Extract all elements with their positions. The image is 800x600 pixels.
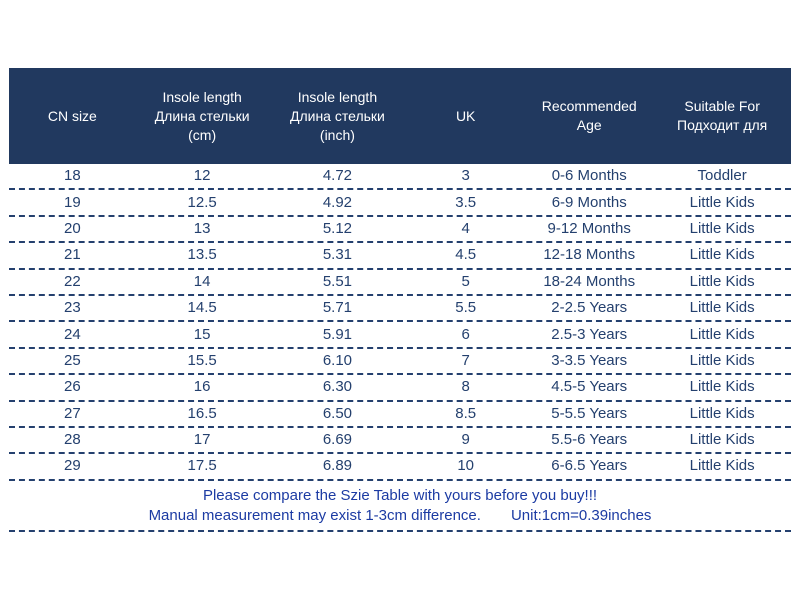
table-cell-suitable-for: Toddler bbox=[697, 167, 747, 185]
table-cell-suitable-for: Little Kids bbox=[689, 404, 755, 422]
table-cell-insole-length-cm: 14 bbox=[193, 272, 211, 290]
table-cell-recommended-age: 18-24 Months bbox=[543, 272, 636, 290]
table-body: 18 12 4.72 3 0-6 Months Toddler 19 12.5 4.92 3.5 6… bbox=[9, 164, 791, 481]
column-header-insole-length-cm: Insole length Длина стельки (cm) bbox=[154, 88, 250, 143]
table-cell-insole-length-cm: 16 bbox=[193, 378, 211, 396]
table-cell-insole-length-cm: 13 bbox=[193, 219, 211, 237]
table-cell-recommended-age: 6-6.5 Years bbox=[551, 457, 628, 475]
table-cell-suitable-for: Little Kids bbox=[689, 351, 755, 369]
table-cell-insole-length-inch: 4.92 bbox=[322, 193, 353, 211]
table-cell-cn-size: 22 bbox=[63, 272, 81, 290]
table-cell-cn-size: 25 bbox=[63, 351, 81, 369]
table-row: 22 14 5.51 5 18-24 Months Little Kids bbox=[9, 270, 791, 296]
table-cell-cn-size: 24 bbox=[63, 325, 81, 343]
table-cell-recommended-age: 2-2.5 Years bbox=[551, 299, 628, 317]
table-cell-cn-size: 27 bbox=[63, 404, 81, 422]
table-cell-uk-size: 6 bbox=[461, 325, 470, 343]
table-cell-insole-length-cm: 17 bbox=[193, 431, 211, 449]
column-header-cn-size: CN size bbox=[47, 107, 97, 124]
table-cell-uk-size: 3 bbox=[461, 167, 470, 185]
table-cell-insole-length-inch: 5.12 bbox=[322, 219, 353, 237]
table-cell-cn-size: 26 bbox=[63, 378, 81, 396]
column-header-recommended-age: Recommended Age bbox=[541, 98, 637, 133]
table-cell-suitable-for: Little Kids bbox=[689, 272, 755, 290]
table-cell-suitable-for: Little Kids bbox=[689, 457, 755, 475]
table-cell-uk-size: 8.5 bbox=[455, 404, 477, 422]
table-cell-insole-length-inch: 4.72 bbox=[322, 167, 353, 185]
size-chart-table: CN size Insole length Длина стельки (cm) Ins… bbox=[9, 68, 791, 532]
table-cell-insole-length-inch: 6.69 bbox=[322, 431, 353, 449]
table-cell-suitable-for: Little Kids bbox=[689, 325, 755, 343]
table-cell-cn-size: 23 bbox=[63, 299, 81, 317]
table-cell-recommended-age: 0-6 Months bbox=[551, 167, 627, 185]
table-cell-insole-length-cm: 15.5 bbox=[187, 351, 217, 369]
table-cell-uk-size: 4.5 bbox=[455, 246, 477, 264]
table-cell-recommended-age: 12-18 Months bbox=[543, 246, 636, 264]
table-cell-recommended-age: 5-5.5 Years bbox=[551, 404, 628, 422]
footnote-measurement-note: Manual measurement may exist 1-3cm diffe… bbox=[148, 506, 481, 524]
table-row: 25 15.5 6.10 7 3-3.5 Years Little Kids bbox=[9, 349, 791, 376]
footnote-unit-note: Unit:1cm=0.39inches bbox=[510, 506, 652, 524]
table-footnote: Please compare the Szie Table with yours… bbox=[9, 481, 791, 532]
table-cell-uk-size: 5 bbox=[461, 272, 470, 290]
table-cell-cn-size: 18 bbox=[63, 167, 81, 185]
table-cell-uk-size: 9 bbox=[461, 431, 470, 449]
table-cell-insole-length-cm: 12 bbox=[193, 167, 211, 185]
table-row: 18 12 4.72 3 0-6 Months Toddler bbox=[9, 164, 791, 191]
table-cell-suitable-for: Little Kids bbox=[689, 431, 755, 449]
table-row: 24 15 5.91 6 2.5-3 Years Little Kids bbox=[9, 322, 791, 349]
table-cell-insole-length-cm: 12.5 bbox=[187, 193, 217, 211]
table-cell-cn-size: 29 bbox=[63, 457, 81, 475]
table-row: 21 13.5 5.31 4.5 12-18 Months Little Kids bbox=[9, 243, 791, 270]
table-row: 23 14.5 5.71 5.5 2-2.5 Years Little Kids bbox=[9, 296, 791, 323]
table-cell-recommended-age: 4.5-5 Years bbox=[551, 378, 628, 396]
table-cell-insole-length-cm: 17.5 bbox=[187, 457, 217, 475]
footnote-line-2: Manual measurement may exist 1-3cm diffe… bbox=[9, 506, 791, 526]
table-cell-uk-size: 5.5 bbox=[455, 299, 477, 317]
table-cell-insole-length-cm: 13.5 bbox=[187, 246, 217, 264]
table-cell-suitable-for: Little Kids bbox=[689, 193, 755, 211]
table-row: 28 17 6.69 9 5.5-6 Years Little Kids bbox=[9, 428, 791, 455]
footnote-line-1: Please compare the Szie Table with yours… bbox=[202, 486, 598, 504]
table-row: 29 17.5 6.89 10 6-6.5 Years Little Kids bbox=[9, 454, 791, 481]
table-cell-recommended-age: 5.5-6 Years bbox=[551, 431, 628, 449]
table-cell-uk-size: 3.5 bbox=[455, 193, 477, 211]
table-cell-recommended-age: 2.5-3 Years bbox=[551, 325, 628, 343]
table-cell-suitable-for: Little Kids bbox=[689, 378, 755, 396]
table-cell-uk-size: 7 bbox=[461, 351, 470, 369]
table-cell-uk-size: 8 bbox=[461, 378, 470, 396]
table-cell-uk-size: 10 bbox=[457, 457, 474, 475]
table-cell-insole-length-inch: 5.51 bbox=[322, 272, 353, 290]
table-cell-insole-length-inch: 6.30 bbox=[322, 378, 353, 396]
table-cell-insole-length-inch: 6.50 bbox=[322, 404, 353, 422]
table-cell-recommended-age: 6-9 Months bbox=[551, 193, 627, 211]
table-cell-suitable-for: Little Kids bbox=[689, 299, 755, 317]
table-cell-cn-size: 19 bbox=[63, 193, 81, 211]
table-cell-insole-length-inch: 5.31 bbox=[322, 246, 353, 264]
table-cell-cn-size: 20 bbox=[63, 219, 81, 237]
table-header-row: CN size Insole length Длина стельки (cm) Ins… bbox=[9, 68, 791, 164]
table-cell-recommended-age: 3-3.5 Years bbox=[551, 351, 628, 369]
table-cell-insole-length-inch: 6.10 bbox=[322, 351, 353, 369]
column-header-uk-size: UK bbox=[455, 107, 476, 124]
table-cell-insole-length-inch: 6.89 bbox=[322, 457, 353, 475]
table-row: 20 13 5.12 4 9-12 Months Little Kids bbox=[9, 217, 791, 244]
table-cell-suitable-for: Little Kids bbox=[689, 246, 755, 264]
table-cell-insole-length-cm: 16.5 bbox=[187, 404, 217, 422]
column-header-suitable-for: Suitable For Подходит для bbox=[677, 98, 768, 133]
column-header-insole-length-inch: Insole length Длина стельки (inch) bbox=[289, 88, 385, 143]
table-cell-recommended-age: 9-12 Months bbox=[547, 219, 631, 237]
table-cell-cn-size: 21 bbox=[63, 246, 81, 264]
table-cell-insole-length-inch: 5.71 bbox=[322, 299, 353, 317]
table-cell-suitable-for: Little Kids bbox=[689, 219, 755, 237]
table-cell-uk-size: 4 bbox=[461, 219, 470, 237]
table-row: 19 12.5 4.92 3.5 6-9 Months Little Kids bbox=[9, 190, 791, 217]
table-cell-insole-length-inch: 5.91 bbox=[322, 325, 353, 343]
table-row: 26 16 6.30 8 4.5-5 Years Little Kids bbox=[9, 375, 791, 402]
table-cell-insole-length-cm: 15 bbox=[193, 325, 211, 343]
table-cell-cn-size: 28 bbox=[63, 431, 81, 449]
table-row: 27 16.5 6.50 8.5 5-5.5 Years Little Kids bbox=[9, 402, 791, 428]
table-cell-insole-length-cm: 14.5 bbox=[187, 299, 217, 317]
